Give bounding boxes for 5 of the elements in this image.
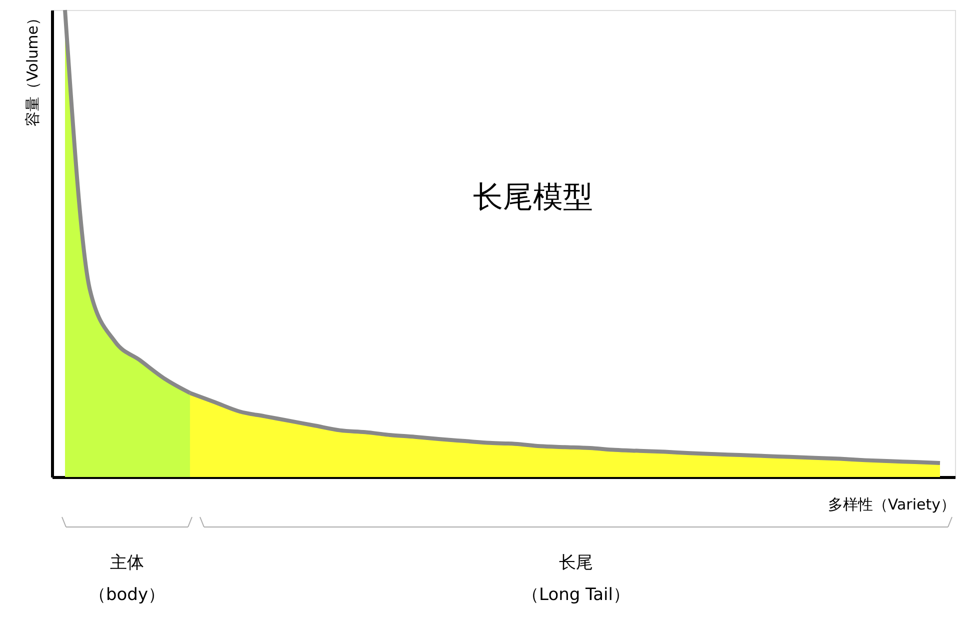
text: 长尾（Long Tail） (522, 553, 630, 605)
y-axis-title: 容量（Volume） (24, 10, 42, 126)
text: 主体（body） (88, 553, 166, 605)
text: 长尾模型 (473, 180, 593, 215)
x-axis-title: 多样性（Variety） (828, 496, 956, 514)
